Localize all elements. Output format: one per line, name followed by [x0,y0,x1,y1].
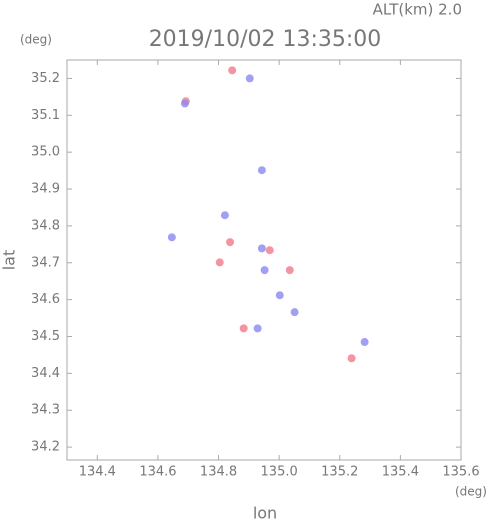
y-axis-label: lat [0,250,19,271]
y-tick-label: 34.3 [31,403,60,418]
y-tick-label: 34.9 [31,182,60,197]
altitude-label: ALT(km) 2.0 [373,1,462,19]
echo-point [260,266,269,275]
echo-point [228,66,237,75]
echo-point [245,74,254,83]
echo-point [220,211,229,220]
x-tick-label: 134.8 [200,465,237,480]
echo-point [257,244,266,253]
echo-point [239,324,248,333]
echo-point [180,99,189,108]
x-tick-label: 135.2 [321,465,358,480]
echo-point [167,233,176,242]
y-tick-label: 34.4 [31,366,60,381]
y-tick-label: 35.2 [31,71,60,86]
x-tick-label: 134.4 [79,465,116,480]
y-tick-label: 34.8 [31,218,60,233]
y-tick-label: 34.2 [31,440,60,455]
echo-point [215,258,224,267]
x-tick-label: 134.6 [139,465,176,480]
x-axis-label: lon [253,504,277,521]
y-tick-label: 34.7 [31,255,60,270]
y-tick-label: 34.5 [31,329,60,344]
x-tick-label: 135.4 [382,465,419,480]
y-tick-label: 35.1 [31,108,60,123]
echo-point [226,238,235,247]
chart-title: 2019/10/02 13:35:00 [149,27,382,52]
echo-point [265,246,274,255]
echo-point [347,354,356,363]
echo-point [290,308,299,317]
x-unit: (deg) [455,485,487,499]
plot-frame [66,59,462,461]
echo-point [285,266,294,275]
echo-point [275,291,284,300]
y-unit: (deg) [20,33,52,47]
echo-point [253,324,262,333]
x-tick-label: 135.0 [261,465,298,480]
echo-point [360,338,369,347]
x-tick-label: 135.6 [442,465,479,480]
y-tick-label: 35.0 [31,145,60,160]
y-tick-label: 34.6 [31,292,60,307]
echo-point [257,166,266,175]
